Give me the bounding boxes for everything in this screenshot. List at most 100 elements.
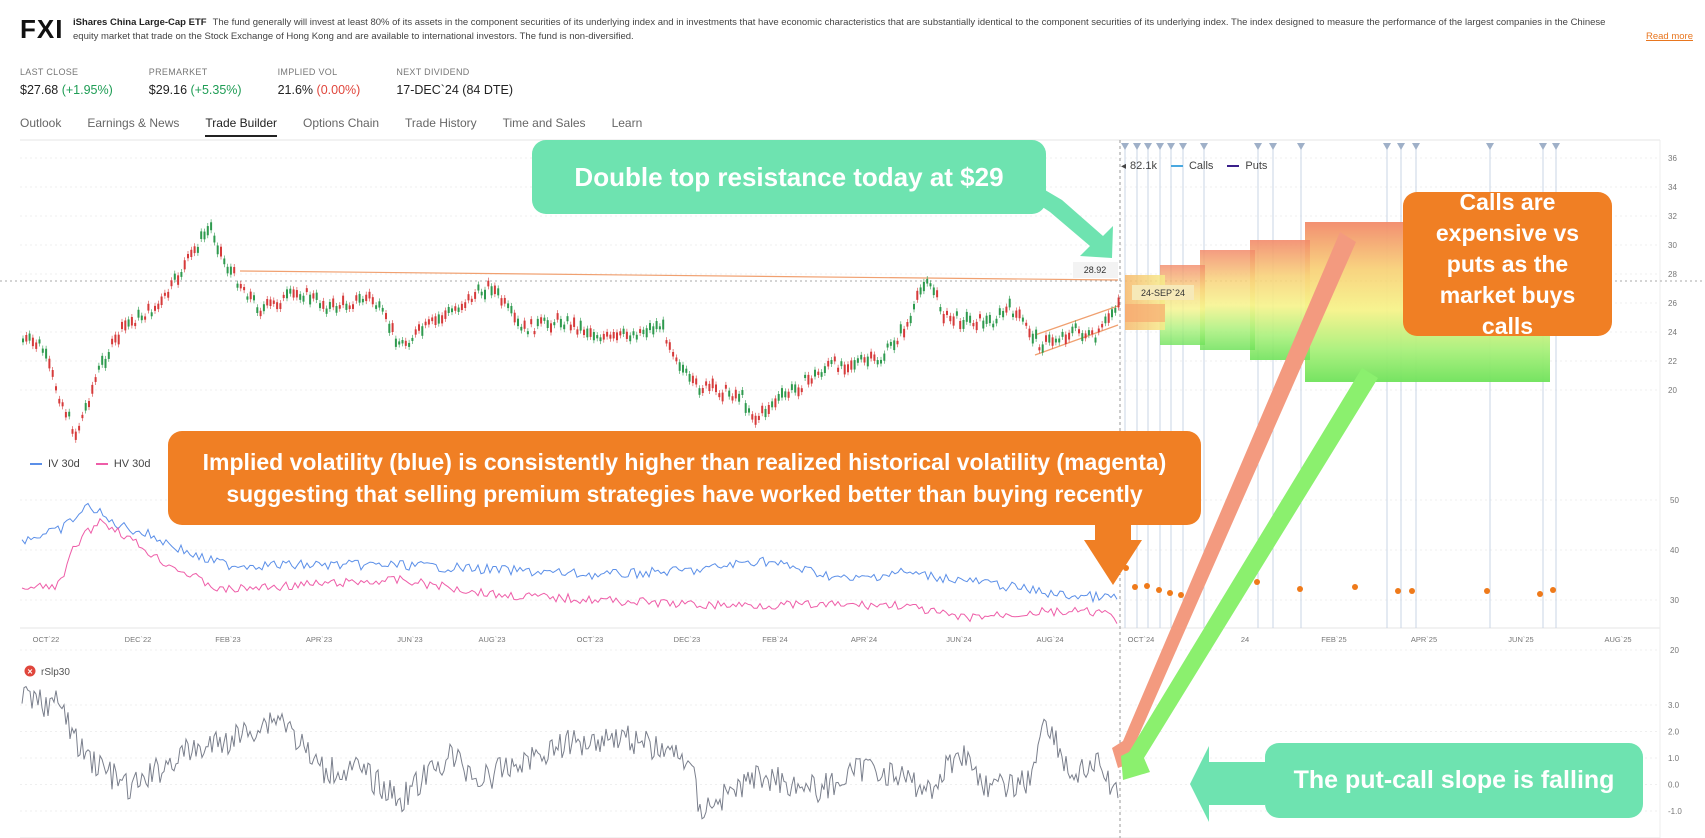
iv-forecast-dot [1395,588,1401,594]
tab-bar: Outlook Earnings & News Trade Builder Op… [20,116,668,137]
tab-trade-builder[interactable]: Trade Builder [205,116,277,137]
price-candles [22,219,1120,443]
expiry-marker[interactable] [1397,143,1405,150]
iv-forecast-dot [1484,588,1490,594]
expiry-marker[interactable] [1539,143,1547,150]
iv-forecast-dot [1352,584,1358,590]
price-y-tick: 24 [1668,328,1677,337]
ticker-symbol: FXI [20,14,64,44]
vol-y-tick: 20 [1670,646,1679,655]
expiry-marker[interactable] [1254,143,1262,150]
expiry-marker[interactable] [1133,143,1141,150]
expiry-markers[interactable] [1121,143,1560,150]
expiry-marker[interactable] [1383,143,1391,150]
calls-expensive-callout: Calls are expensive vs puts as the marke… [1403,189,1612,339]
slope-callout: The put-call slope is falling [1265,743,1643,818]
price-y-tick: 34 [1668,183,1677,192]
expiry-marker[interactable] [1144,143,1152,150]
expiry-marker[interactable] [1486,143,1494,150]
vol-y-tick: 50 [1670,496,1679,505]
stat-premarket: PREMARKET $29.16 (+5.35%) [149,67,242,97]
fund-name: iShares China Large-Cap ETF [73,17,207,28]
price-y-axis: 36 34 32 30 28 26 24 22 20 [1668,154,1677,395]
iv-forecast-dot [1156,587,1162,593]
stat-label: NEXT DIVIDEND [396,67,470,77]
x-tick: APR`23 [306,635,332,644]
legend-calls[interactable]: Calls [1188,160,1214,172]
resistance-line [239,270,1119,281]
x-tick: JUN`24 [946,635,971,644]
expiry-marker[interactable] [1179,143,1187,150]
expiry-marker[interactable] [1200,143,1208,150]
calls-expensive-arrow-salmon [1112,232,1356,768]
tab-time-and-sales[interactable]: Time and Sales [502,116,586,130]
x-tick: DEC`22 [125,635,152,644]
indicator-label: rSlp30 [41,667,70,678]
expiry-lines [1124,145,1557,628]
x-tick: AUG`24 [1036,635,1063,644]
iv-forecast-dot [1167,590,1173,596]
time-x-axis: OCT`22 DEC`22 FEB`23 APR`23 JUN`23 AUG`23 OCT`… [33,635,1632,644]
read-more-link[interactable]: Read more [1646,31,1693,42]
stat-value: 21.6% [277,83,314,97]
vol-y-axis: 50 40 30 20 [1670,496,1679,655]
slope-y-tick: 0.0 [1668,781,1680,790]
x-tick: APR`25 [1411,635,1437,644]
volume-legend: ◂ 82.1k Calls Puts [1121,160,1268,172]
fund-description: iShares China Large-Cap ETF The fund gene… [73,16,1633,44]
iv-forecast-dot [1254,579,1260,585]
price-y-tick: 28 [1668,270,1677,279]
legend-hv[interactable]: HV 30d [113,458,151,470]
expiry-marker[interactable] [1412,143,1420,150]
expiry-marker[interactable] [1269,143,1277,150]
legend-iv[interactable]: IV 30d [48,458,80,470]
price-y-tick: 26 [1668,299,1677,308]
implied-vol-callout: Implied volatility (blue) is consistentl… [168,431,1201,525]
tab-outlook[interactable]: Outlook [20,116,62,130]
stat-change: (+1.95%) [61,83,113,97]
price-y-tick: 20 [1668,386,1677,395]
stat-value: 17-DEC`24 (84 DTE) [396,83,514,97]
legend-puts[interactable]: Puts [1245,160,1268,172]
tab-trade-history[interactable]: Trade History [405,116,477,130]
vol-y-tick: 30 [1670,596,1679,605]
stat-last-close: LAST CLOSE $27.68 (+1.95%) [20,67,113,97]
slope-y-tick: 3.0 [1668,701,1680,710]
x-tick: FEB`23 [215,635,240,644]
price-y-tick: 22 [1668,357,1677,366]
stat-change: (+5.35%) [190,83,242,97]
expiry-marker[interactable] [1167,143,1175,150]
x-tick: AUG`23 [478,635,505,644]
expiry-marker[interactable] [1121,143,1129,150]
tab-earnings-news[interactable]: Earnings & News [87,116,180,130]
slope-y-tick: -1.0 [1668,807,1682,816]
vol-legend: IV 30d HV 30d [30,458,151,470]
stat-value: $27.68 [20,83,59,97]
volume-total: 82.1k [1130,160,1157,172]
slope-y-tick: 2.0 [1668,728,1680,737]
remove-indicator-icon[interactable] [24,665,36,677]
price-y-tick: 36 [1668,154,1677,163]
slope-y-tick: 1.0 [1668,754,1680,763]
tab-learn[interactable]: Learn [611,116,643,130]
x-tick: FEB`25 [1321,635,1346,644]
svg-text:×: × [27,667,32,677]
quote-stats: LAST CLOSE $27.68 (+1.95%) PREMARKET $29… [20,67,549,97]
slope-arrow [1190,746,1265,822]
stat-change: (0.00%) [316,83,361,97]
iv-forecast-dot [1132,584,1138,590]
iv-series-line [21,502,1118,604]
tab-options-chain[interactable]: Options Chain [303,116,380,130]
future-iv-dots [1123,565,1556,598]
x-tick: AUG`25 [1604,635,1631,644]
implied-vol-arrow [1084,510,1142,585]
expiry-marker[interactable] [1297,143,1305,150]
expiry-marker[interactable] [1552,143,1560,150]
price-tag: 28.92 [1084,265,1107,275]
fund-description-text: The fund generally will invest at least … [73,17,1606,42]
slope-series-line [21,685,1119,820]
stat-label: LAST CLOSE [20,67,79,77]
expiry-marker[interactable] [1156,143,1164,150]
iv-forecast-dot [1144,583,1150,589]
